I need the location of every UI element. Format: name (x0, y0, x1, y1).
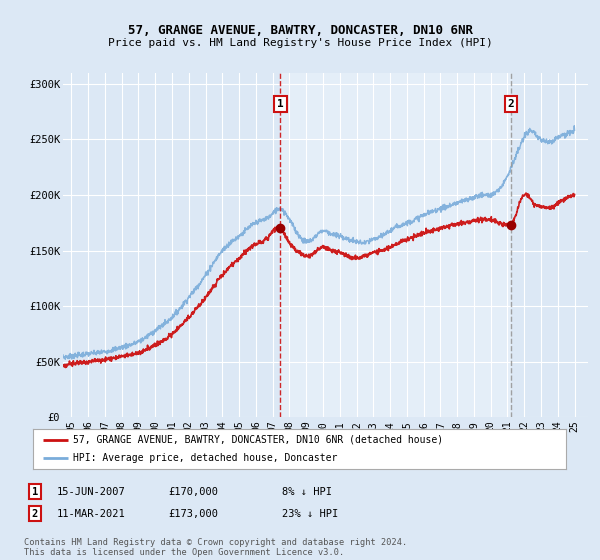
Text: £170,000: £170,000 (168, 487, 218, 497)
Text: Contains HM Land Registry data © Crown copyright and database right 2024.
This d: Contains HM Land Registry data © Crown c… (24, 538, 407, 557)
Text: 1: 1 (277, 99, 284, 109)
Text: 2: 2 (508, 99, 514, 109)
Text: 15-JUN-2007: 15-JUN-2007 (57, 487, 126, 497)
Text: 11-MAR-2021: 11-MAR-2021 (57, 508, 126, 519)
Text: 57, GRANGE AVENUE, BAWTRY, DONCASTER, DN10 6NR: 57, GRANGE AVENUE, BAWTRY, DONCASTER, DN… (128, 24, 473, 37)
Text: 8% ↓ HPI: 8% ↓ HPI (282, 487, 332, 497)
Bar (280, 73, 511, 417)
Text: HPI: Average price, detached house, Doncaster: HPI: Average price, detached house, Donc… (73, 454, 337, 463)
Text: £173,000: £173,000 (168, 508, 218, 519)
Text: Price paid vs. HM Land Registry's House Price Index (HPI): Price paid vs. HM Land Registry's House … (107, 38, 493, 48)
Text: 1: 1 (32, 487, 38, 497)
Text: 57, GRANGE AVENUE, BAWTRY, DONCASTER, DN10 6NR (detached house): 57, GRANGE AVENUE, BAWTRY, DONCASTER, DN… (73, 435, 443, 445)
Text: 23% ↓ HPI: 23% ↓ HPI (282, 508, 338, 519)
Text: 2: 2 (32, 508, 38, 519)
